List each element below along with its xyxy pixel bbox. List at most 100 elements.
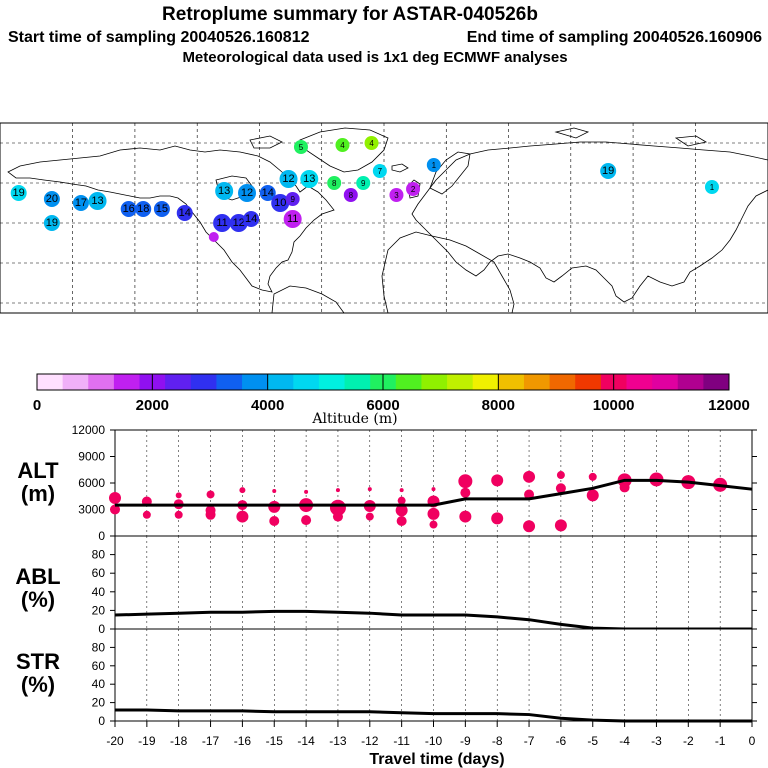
figure-title: Retroplume summary for ASTAR-040526b xyxy=(162,4,538,25)
map-plume-point xyxy=(153,201,170,217)
map-point-label: 19 xyxy=(602,165,614,177)
colorbar-cell xyxy=(318,374,346,390)
alt-scatter-point xyxy=(491,474,504,487)
alt-scatter-point xyxy=(555,483,566,494)
map-plume-point xyxy=(135,201,152,217)
alt-scatter-point xyxy=(205,509,216,520)
colorbar-cell xyxy=(626,374,653,390)
alt-scatter-point xyxy=(431,487,436,492)
abl-ytick-label: 20 xyxy=(92,603,106,617)
colorbar-axis-label: Altitude (m) xyxy=(311,411,397,427)
alt-scatter-point xyxy=(556,471,565,480)
abl-plot-content: 0 20 40 60 80 xyxy=(92,536,757,636)
colorbar-cell xyxy=(703,374,730,390)
map-plume-point xyxy=(389,188,404,202)
map-plume-point xyxy=(356,176,371,190)
alt-scatter-point xyxy=(395,504,408,517)
alt-ytick-label: 6000 xyxy=(78,476,105,490)
colorbar-cell xyxy=(165,374,192,390)
colorbar-cell xyxy=(37,374,64,390)
str-ytick-label: 0 xyxy=(98,714,105,728)
str-line xyxy=(115,708,752,723)
map-plume-point xyxy=(279,170,298,188)
alt-ytick-label: 0 xyxy=(98,529,105,543)
map-point-label: 7 xyxy=(378,167,383,176)
map-plume-point xyxy=(72,195,89,211)
x-tick-label: -7 xyxy=(524,734,535,748)
map-plume-point xyxy=(215,182,234,200)
map-plume-point xyxy=(43,191,60,207)
map-point-label: 14 xyxy=(262,187,274,199)
colorbar-cell xyxy=(242,374,269,390)
alt-scatter-point xyxy=(460,487,471,498)
map-point-label: 12 xyxy=(282,173,294,185)
x-tick-label: -5 xyxy=(587,734,598,748)
alt-scatter-point xyxy=(206,490,215,499)
map-plume-point xyxy=(406,182,421,196)
alt-scatter-point xyxy=(427,507,440,520)
met-data-note: Meteorological data used is 1x1 deg ECMW… xyxy=(182,49,567,66)
colorbar-cell xyxy=(498,374,525,390)
x-tick-label: -17 xyxy=(202,734,220,748)
x-tick-label: -1 xyxy=(715,734,726,748)
map-point-label: 3 xyxy=(394,191,399,200)
x-tick-label: -3 xyxy=(651,734,662,748)
alt-scatter-point xyxy=(523,470,536,483)
eurasia-outline xyxy=(411,141,768,303)
arctic-island-3 xyxy=(674,135,708,147)
colorbar-cell xyxy=(216,374,243,390)
map-plume-point xyxy=(213,214,232,232)
map-point-label: 1 xyxy=(432,161,437,170)
colorbar-cell xyxy=(447,374,474,390)
map-point-label: 15 xyxy=(156,203,168,215)
arctic-island-1 xyxy=(249,135,283,149)
map-plume-point xyxy=(293,140,308,154)
alt-scatter-point xyxy=(304,489,309,494)
south-america-outline xyxy=(271,285,345,314)
map-point-label: 8 xyxy=(332,179,337,188)
alt-scatter-point xyxy=(586,489,599,502)
abl-ytick-label: 80 xyxy=(92,548,106,562)
greenland-outline xyxy=(299,127,389,173)
alt-scatter-point xyxy=(239,487,246,494)
map-point-label: 19 xyxy=(46,217,58,229)
x-axis-label: Travel time (days) xyxy=(369,751,504,768)
map-coastlines xyxy=(7,127,768,314)
alt-scatter-point xyxy=(301,515,312,526)
colorbar-cell xyxy=(472,374,499,390)
arctic-island-2 xyxy=(554,127,590,139)
map-plume-point xyxy=(259,185,276,201)
alt-scatter-point xyxy=(335,488,340,493)
alt-scatter-point xyxy=(175,492,182,499)
colorbar-cell xyxy=(267,374,294,390)
alt-scatter-point xyxy=(554,519,567,532)
map-point-label: 20 xyxy=(46,193,58,205)
map-plume-point xyxy=(327,176,342,190)
abl-panel-label: ABL xyxy=(15,564,60,589)
str-ytick-label: 20 xyxy=(92,696,106,710)
alt-panel-unit: (m) xyxy=(21,481,55,506)
alt-scatter-point xyxy=(269,515,280,526)
map-plume-point xyxy=(300,170,319,188)
x-tick-label: -8 xyxy=(492,734,503,748)
x-tick-label: -20 xyxy=(106,734,124,748)
abl-panel-unit: (%) xyxy=(21,587,55,612)
map-point-label: 12 xyxy=(233,217,245,229)
colorbar-cell xyxy=(677,374,704,390)
africa-outline xyxy=(381,231,515,314)
str-ytick-label: 60 xyxy=(92,659,106,673)
colorbar-cell xyxy=(395,374,422,390)
x-tick-label: -10 xyxy=(425,734,443,748)
alt-scatter-point xyxy=(458,474,473,489)
map-plume-point xyxy=(343,188,358,202)
map-point-label: 1 xyxy=(710,183,715,192)
alt-scatter-point xyxy=(236,510,249,523)
map-point-label: 17 xyxy=(75,197,87,209)
map-plume-point xyxy=(243,211,260,227)
x-tick-label: -4 xyxy=(619,734,630,748)
alt-scatter-point xyxy=(459,510,472,523)
end-time: End time of sampling 20040526.160906 xyxy=(467,29,762,46)
alt-ytick-label: 3000 xyxy=(78,503,105,517)
